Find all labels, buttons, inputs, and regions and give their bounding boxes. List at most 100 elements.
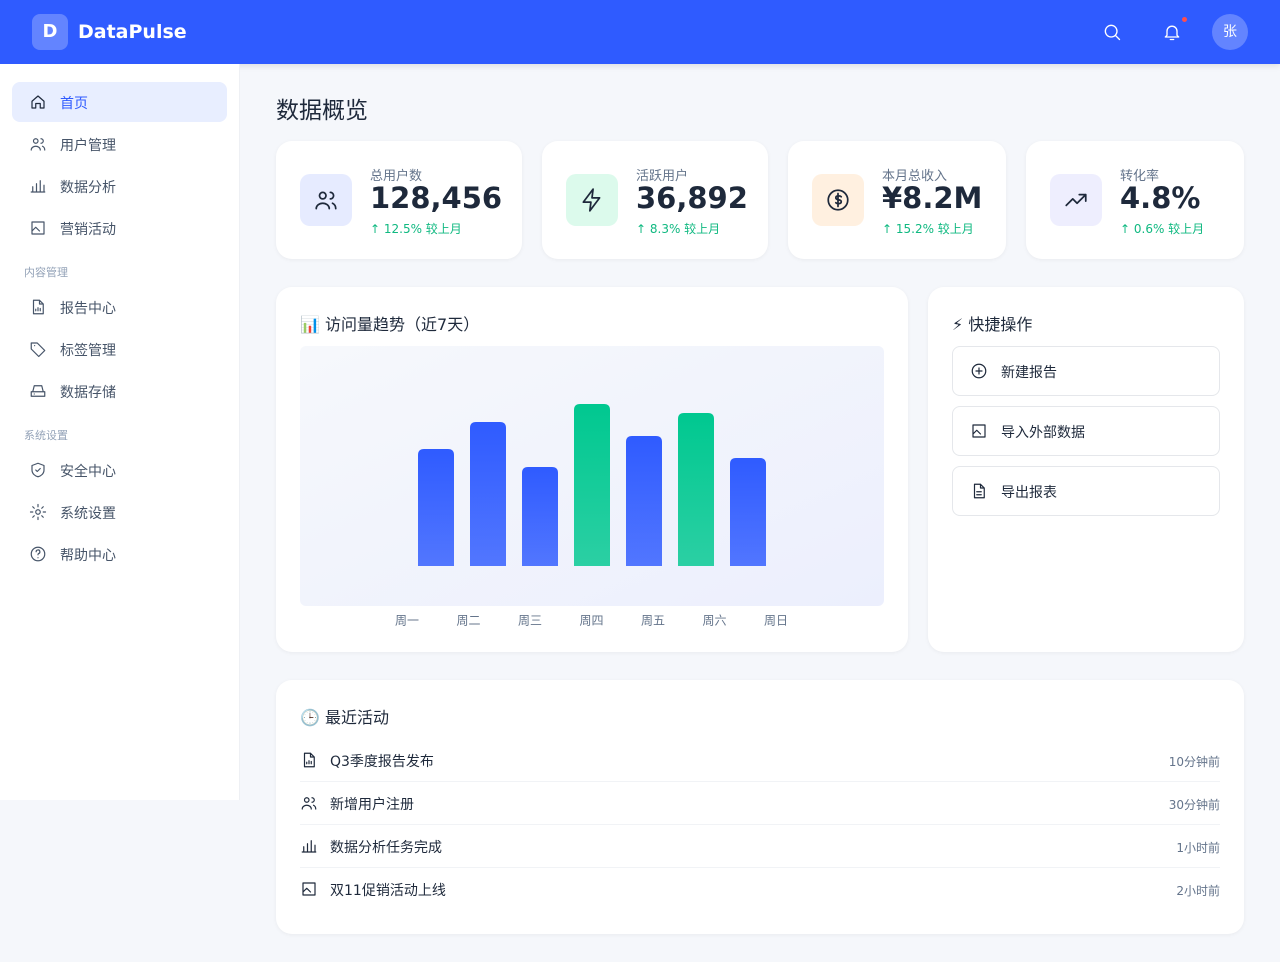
bar — [574, 404, 610, 566]
icon — [301, 840, 317, 853]
nav-section: 内容管理 — [24, 266, 68, 279]
x-tick-label: 周一 — [395, 614, 419, 628]
icon — [1065, 193, 1087, 207]
activity-title: 🕒 最近活动 — [300, 708, 390, 727]
icon — [301, 797, 317, 810]
stat-icon-box — [1050, 174, 1102, 226]
nav-item[interactable]: 标签管理 — [60, 343, 116, 359]
icon — [32, 299, 44, 315]
stat-icon-box — [300, 174, 352, 226]
quick-action-label: 导出报表 — [1001, 485, 1057, 501]
nav-active — [12, 82, 227, 122]
activity-card: 🕒 最近活动 Q3季度报告发布 10分钟前新增用户注册 30分钟前数据分析任务完成 1小… — [276, 680, 1244, 934]
nav-item[interactable]: 帮助中心 — [60, 548, 116, 564]
icon — [303, 752, 315, 768]
icon — [30, 546, 46, 562]
icon[interactable] — [1162, 22, 1182, 42]
stat-value: 128,456 — [370, 181, 503, 215]
stat-change: ↑ 15.2% 较上月 — [882, 222, 974, 236]
icon — [31, 95, 45, 109]
nav-section: 系统设置 — [24, 429, 68, 442]
nav-item[interactable]: 首页 — [60, 96, 88, 112]
bar — [730, 458, 766, 566]
header — [0, 0, 1280, 64]
nav-item[interactable]: 用户管理 — [60, 138, 116, 154]
icon — [30, 138, 46, 151]
x-tick-label: 周六 — [702, 614, 726, 628]
stat-label: 活跃用户 — [636, 169, 689, 184]
chart-card: 📊 访问量趋势（近7天） 周一 周二 周三 周四 周五 周六 周日 — [276, 287, 908, 652]
logo: D — [32, 14, 68, 50]
quick-actions-card: ⚡ 快捷操作新建报告导入外部数据 导出报表 — [928, 287, 1244, 652]
quick-action-button[interactable]: 导出报表 — [952, 466, 1220, 516]
nav-item[interactable]: 数据分析 — [60, 180, 116, 196]
chart-title: 📊 访问量趋势（近7天） — [300, 315, 480, 334]
stat-value: 4.8% — [1120, 181, 1201, 215]
activity-time: 2小时前 — [1176, 884, 1220, 898]
quick-action-button[interactable]: 导入外部数据 — [952, 406, 1220, 456]
icon — [315, 191, 337, 210]
quick-action-label: 导入外部数据 — [1001, 425, 1085, 441]
nav-item[interactable]: 营销活动 — [60, 222, 116, 238]
chart: 周一 周二 周三 周四 周五 周六 周日 — [300, 346, 884, 628]
stat-card: 总用户数 128,456 ↑ 12.5% 较上月 — [276, 141, 522, 259]
icon — [972, 424, 986, 438]
bar — [470, 422, 506, 566]
activity-text: 新增用户注册 — [330, 797, 414, 813]
stat-change: ↑ 8.3% 较上月 — [636, 222, 721, 236]
icon — [582, 188, 601, 212]
icon — [973, 483, 985, 499]
x-tick-label: 周四 — [579, 614, 603, 628]
stat-value: 36,892 — [636, 181, 748, 215]
icon — [30, 385, 46, 397]
quick-action-label: 新建报告 — [1001, 365, 1057, 381]
activity-time: 10分钟前 — [1168, 755, 1220, 769]
avatar[interactable]: 张 — [1212, 14, 1248, 50]
icon — [30, 342, 46, 358]
icon — [971, 363, 987, 379]
divider — [300, 824, 1220, 825]
quick-actions-title: ⚡ 快捷操作 — [952, 315, 1033, 334]
icon — [29, 503, 47, 521]
stat-label: 总用户数 — [370, 169, 423, 184]
bar — [418, 449, 454, 566]
brand: DataPulse — [78, 21, 187, 43]
activity-text: 双11促销活动上线 — [330, 883, 446, 899]
icon — [827, 189, 849, 211]
divider — [300, 781, 1220, 782]
icon — [31, 221, 45, 235]
icon[interactable] — [1102, 22, 1122, 42]
x-tick-label: 周五 — [641, 614, 665, 628]
bar — [678, 413, 714, 566]
bar — [626, 436, 662, 566]
icon — [31, 462, 45, 478]
stat-label: 本月总收入 — [882, 169, 948, 184]
stat-label: 转化率 — [1120, 169, 1160, 184]
bar — [522, 467, 558, 566]
stat-card: 转化率 4.8% ↑ 0.6% 较上月 — [1026, 141, 1244, 259]
page-title: 数据概览 — [276, 98, 368, 124]
nav-item[interactable]: 报告中心 — [60, 301, 116, 317]
x-tick-label: 周二 — [456, 614, 480, 628]
icon — [30, 180, 46, 193]
divider — [300, 867, 1220, 868]
stat-change: ↑ 12.5% 较上月 — [370, 222, 462, 236]
activity-text: 数据分析任务完成 — [330, 840, 442, 856]
activity-text: Q3季度报告发布 — [330, 754, 434, 770]
x-tick-label: 周日 — [764, 614, 788, 628]
quick-action-button[interactable]: 新建报告 — [952, 346, 1220, 396]
stat-card: 活跃用户 36,892 ↑ 8.3% 较上月 — [542, 141, 768, 259]
stat-icon-box — [566, 174, 618, 226]
stat-change: ↑ 0.6% 较上月 — [1120, 222, 1205, 236]
stat-value: ¥8.2M — [882, 181, 983, 215]
notification-dot — [1182, 17, 1187, 22]
activity-time: 1小时前 — [1176, 841, 1220, 855]
stat-card: 本月总收入 ¥8.2M ↑ 15.2% 较上月 — [788, 141, 1006, 259]
nav-item[interactable]: 系统设置 — [60, 506, 116, 522]
nav-item[interactable]: 数据存储 — [60, 385, 116, 401]
x-tick-label: 周三 — [518, 614, 542, 628]
nav-item[interactable]: 安全中心 — [60, 464, 116, 480]
activity-time: 30分钟前 — [1168, 798, 1220, 812]
icon — [302, 882, 316, 896]
